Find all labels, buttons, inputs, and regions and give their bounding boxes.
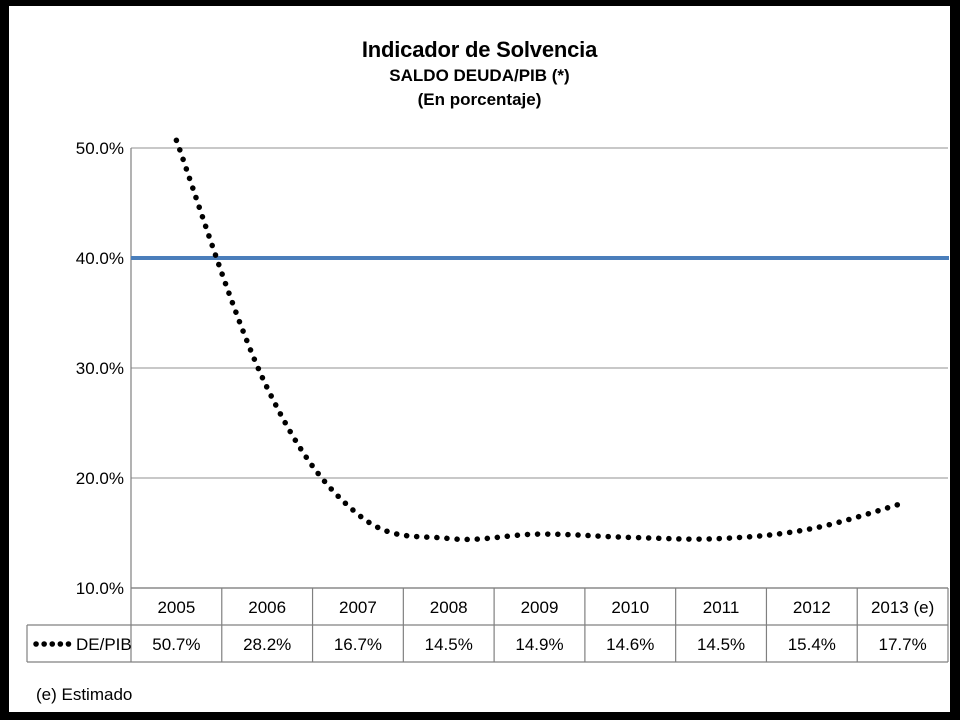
- title-block: Indicador de Solvencia SALDO DEUDA/PIB (…: [9, 36, 950, 112]
- data-value-label: 17.7%: [879, 635, 927, 654]
- line-chart: 50.0%40.0%30.0%20.0%10.0% 2005 2006 2007 20…: [26, 137, 949, 663]
- legend-label-de-pib: DE/PIB: [76, 635, 132, 654]
- category-label: 2010: [611, 598, 649, 617]
- footnote: (e) Estimado: [36, 685, 133, 704]
- y-tick-label: 10.0%: [76, 579, 124, 598]
- data-table: 2005 2006 2007 2008 2009 2010 2011 2012 2013 (e)…: [26, 587, 949, 663]
- data-value-label: 50.7%: [152, 635, 200, 654]
- category-label: 2008: [430, 598, 468, 617]
- category-label: 2013 (e): [871, 598, 934, 617]
- y-tick-label: 30.0%: [76, 359, 124, 378]
- y-tick-label: 20.0%: [76, 469, 124, 488]
- chart-unit-label: (En porcentaje): [417, 90, 542, 109]
- grid-layer: [130, 147, 948, 662]
- series-layer: [173, 137, 906, 543]
- category-label: 2009: [521, 598, 559, 617]
- data-value-label: 14.5%: [697, 635, 745, 654]
- category-label: 2005: [157, 598, 195, 617]
- data-value-label: 15.4%: [788, 635, 836, 654]
- y-tick-labels: 50.0% 40.0% 30.0% 20.0% 10.0%: [76, 139, 124, 598]
- chart-subtitle: SALDO DEUDA/PIB (*): [389, 66, 570, 85]
- y-tick-label: 50.0%: [76, 139, 124, 158]
- series-line-de-pib: [173, 137, 906, 543]
- category-label: 2012: [793, 598, 831, 617]
- chart-title: Indicador de Solvencia: [361, 37, 598, 62]
- data-value-label: 14.9%: [515, 635, 563, 654]
- data-value-label: 16.7%: [334, 635, 382, 654]
- y-tick-label: 40.0%: [76, 249, 124, 268]
- data-value-label: 28.2%: [243, 635, 291, 654]
- category-label: 2011: [703, 598, 740, 617]
- data-value-label: 14.6%: [606, 635, 654, 654]
- category-label: 2006: [248, 598, 286, 617]
- category-label: 2007: [339, 598, 377, 617]
- chart-panel: Indicador de Solvencia SALDO DEUDA/PIB (…: [9, 6, 950, 712]
- data-value-label: 14.5%: [425, 635, 473, 654]
